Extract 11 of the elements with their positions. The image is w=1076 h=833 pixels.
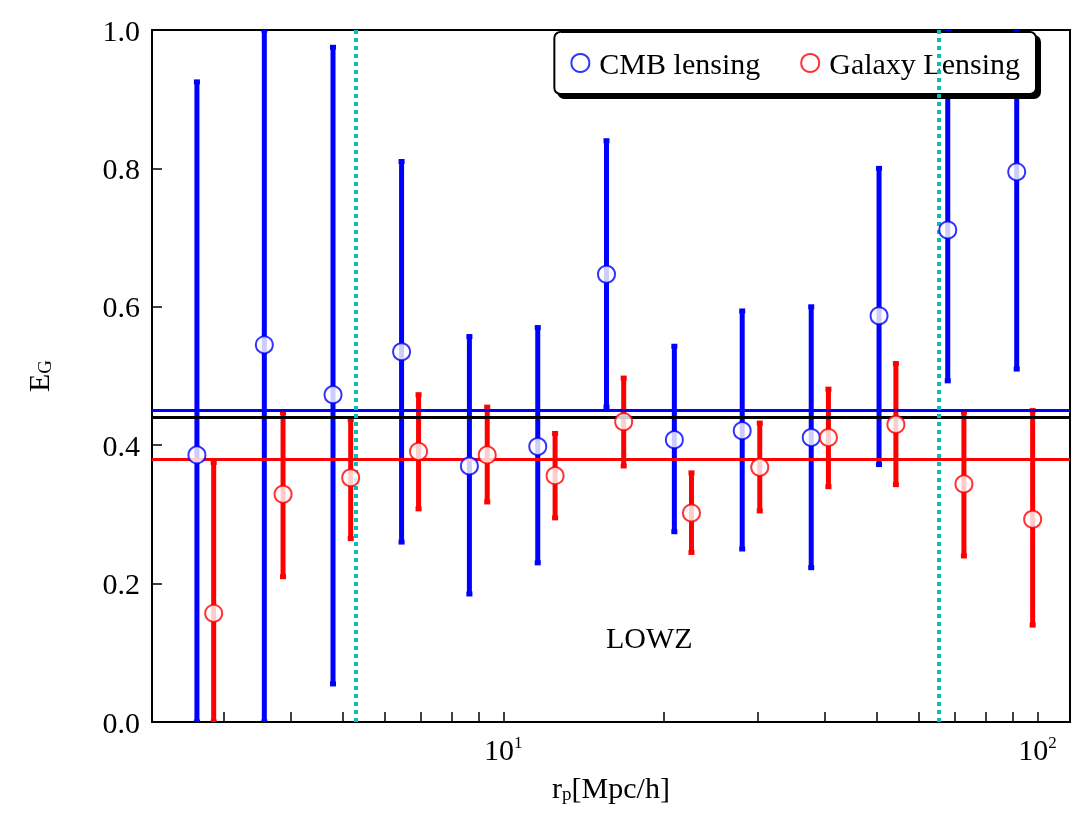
y-axis-title: EG <box>22 359 55 393</box>
legend-label: CMB lensing <box>599 46 761 80</box>
y-tick-label: 0.0 <box>102 705 140 739</box>
y-tick-label: 0.8 <box>102 151 140 185</box>
legend-label: Galaxy Lensing <box>829 46 1020 80</box>
y-tick-label: 0.6 <box>102 290 140 324</box>
y-tick-label: 1.0 <box>102 13 140 47</box>
x-axis-title: rp[Mpc/h] <box>552 771 670 804</box>
annotation: LOWZ <box>606 620 693 654</box>
y-tick-label: 0.2 <box>102 567 140 601</box>
y-tick-label: 0.4 <box>102 428 140 462</box>
